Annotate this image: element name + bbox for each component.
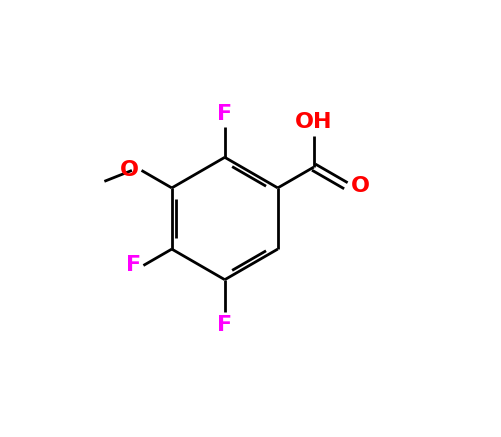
Text: O: O [120, 160, 139, 180]
Text: F: F [217, 315, 232, 335]
Text: O: O [350, 176, 369, 196]
Text: F: F [217, 104, 232, 124]
Text: F: F [125, 256, 140, 275]
Text: OH: OH [295, 112, 332, 132]
